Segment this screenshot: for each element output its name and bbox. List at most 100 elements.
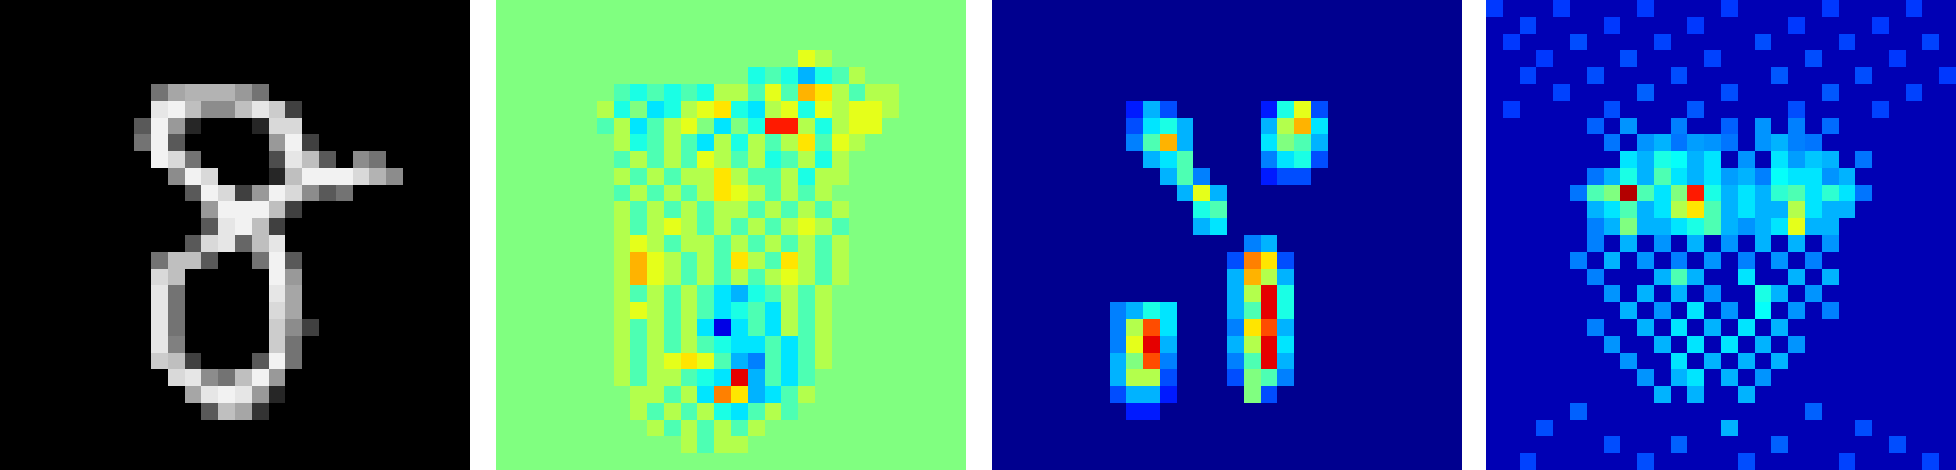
heatmap-cell — [1906, 235, 1923, 252]
heatmap-cell — [1093, 50, 1110, 67]
heatmap-cell — [34, 336, 51, 353]
heatmap-cell — [1361, 285, 1378, 302]
heatmap-cell — [1570, 269, 1587, 286]
heatmap-cell — [1378, 302, 1395, 319]
heatmap-cell — [67, 185, 84, 202]
heatmap-cell — [865, 420, 882, 437]
heatmap-cell — [932, 369, 949, 386]
heatmap-cell — [513, 118, 530, 135]
heatmap-cell — [268, 100, 286, 118]
heatmap-cell — [1395, 420, 1412, 437]
heatmap-cell — [1328, 453, 1345, 470]
heatmap-cell — [1345, 34, 1362, 51]
heatmap-cell — [1026, 67, 1043, 84]
heatmap-cell — [1637, 453, 1654, 470]
heatmap-cell — [630, 369, 648, 387]
heatmap-cell — [1445, 218, 1462, 235]
heatmap-cell — [1855, 67, 1873, 84]
heatmap-cell — [1445, 50, 1462, 67]
heatmap-cell — [597, 84, 614, 101]
heatmap-cell — [697, 34, 714, 51]
heatmap-cell — [353, 235, 370, 252]
heatmap-cell — [353, 0, 370, 17]
heatmap-cell — [1805, 17, 1822, 34]
heatmap-cell — [1805, 369, 1822, 386]
heatmap-cell — [1378, 285, 1395, 302]
heatmap-cell — [1872, 436, 1889, 453]
heatmap-cell — [1804, 134, 1822, 152]
heatmap-cell — [1502, 100, 1520, 118]
heatmap-cell — [1570, 436, 1587, 453]
heatmap-cell — [1210, 201, 1227, 219]
heatmap-cell — [1193, 118, 1210, 135]
heatmap-cell — [218, 285, 235, 302]
heatmap-cell — [697, 100, 715, 118]
heatmap-cell — [1922, 134, 1939, 151]
heatmap-cell — [1412, 134, 1429, 151]
heatmap-cell — [185, 0, 202, 17]
heatmap-cell — [697, 302, 715, 319]
heatmap-cell — [580, 369, 597, 386]
heatmap-cell — [664, 0, 681, 17]
heatmap-cell — [101, 67, 118, 84]
heatmap-cell — [1412, 218, 1429, 235]
heatmap-cell — [680, 419, 698, 437]
heatmap-cell — [318, 151, 336, 168]
relevance-magnitude-panel — [1486, 0, 1956, 470]
heatmap-cell — [1872, 67, 1889, 84]
heatmap-cell — [949, 84, 966, 101]
heatmap-cell — [731, 402, 748, 420]
heatmap-cell — [1654, 0, 1671, 17]
heatmap-cell — [496, 269, 513, 286]
heatmap-cell — [865, 50, 882, 67]
heatmap-cell — [748, 34, 765, 51]
heatmap-cell — [1126, 218, 1143, 235]
heatmap-cell — [815, 403, 832, 420]
heatmap-cell — [1519, 67, 1537, 84]
heatmap-cell — [563, 302, 580, 319]
heatmap-cell — [1294, 269, 1311, 286]
heatmap-cell — [1361, 168, 1378, 185]
heatmap-cell — [285, 335, 303, 353]
heatmap-cell — [1009, 453, 1026, 470]
heatmap-cell — [513, 17, 530, 34]
input-digit-panel — [0, 0, 470, 470]
heatmap-cell — [67, 118, 84, 135]
heatmap-cell — [513, 369, 530, 386]
heatmap-cell — [1838, 201, 1856, 219]
heatmap-cell — [1177, 252, 1194, 269]
heatmap-cell — [1160, 436, 1177, 453]
heatmap-cell — [1026, 218, 1043, 235]
heatmap-cell — [1922, 17, 1939, 34]
heatmap-cell — [680, 436, 698, 454]
heatmap-cell — [1042, 353, 1059, 370]
heatmap-cell — [218, 67, 235, 84]
heatmap-cell — [1093, 353, 1110, 370]
heatmap-cell — [1939, 34, 1956, 51]
heatmap-cell — [1889, 101, 1906, 118]
heatmap-cell — [613, 302, 631, 319]
heatmap-cell — [1059, 453, 1076, 470]
heatmap-cell — [1110, 185, 1127, 202]
heatmap-cell — [781, 151, 799, 168]
heatmap-cell — [134, 235, 151, 252]
heatmap-cell — [697, 318, 715, 336]
heatmap-cell — [1244, 101, 1261, 118]
heatmap-cell — [1704, 352, 1721, 370]
heatmap-cell — [17, 168, 34, 185]
heatmap-cell — [285, 436, 302, 453]
heatmap-cell — [1244, 185, 1261, 202]
heatmap-cell — [1889, 386, 1906, 403]
heatmap-cell — [1428, 34, 1445, 51]
heatmap-cell — [899, 453, 916, 470]
heatmap-cell — [1587, 101, 1604, 118]
heatmap-cell — [530, 185, 547, 202]
heatmap-cell — [1637, 269, 1654, 286]
heatmap-cell — [403, 453, 420, 470]
heatmap-cell — [1687, 353, 1704, 370]
heatmap-cell — [17, 353, 34, 370]
heatmap-cell — [336, 134, 353, 151]
heatmap-cell — [1445, 336, 1462, 353]
heatmap-cell — [1855, 50, 1872, 67]
heatmap-cell — [1822, 436, 1839, 453]
